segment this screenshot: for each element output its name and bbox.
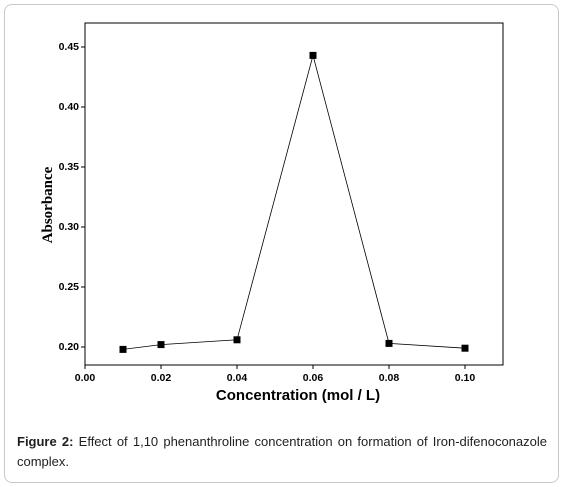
- data-point-marker: [461, 344, 469, 352]
- y-tick-label: 0.25: [59, 281, 80, 293]
- x-tick-label: 0.06: [303, 372, 324, 384]
- data-point-marker: [119, 345, 127, 353]
- x-tick-label: 0.04: [227, 372, 248, 384]
- caption-label: Figure 2:: [17, 434, 74, 449]
- data-point-marker: [309, 51, 317, 59]
- plot-area: [84, 22, 504, 366]
- y-axis-ticks: 0.20 0.25 0.30 0.35 0.40 0.45: [59, 41, 85, 353]
- x-axis-ticks: 0.00 0.02 0.04 0.06 0.08 0.10: [75, 365, 476, 384]
- x-tick-label: 0.10: [455, 372, 476, 384]
- y-axis-label: Absorbance: [40, 166, 56, 243]
- series-line: [122, 53, 466, 350]
- data-point-marker: [385, 339, 393, 347]
- x-tick-label: 0.02: [151, 372, 172, 384]
- data-markers: [119, 51, 469, 353]
- data-point-marker: [157, 341, 165, 349]
- caption-text: Effect of 1,10 phenanthroline concentrat…: [17, 434, 547, 469]
- y-tick-label: 0.30: [59, 221, 80, 233]
- y-tick-label: 0.35: [59, 161, 80, 173]
- figure-frame: [4, 4, 559, 483]
- x-tick-label: 0.08: [379, 372, 400, 384]
- absorbance-line-chart: 0.00 0.02 0.04 0.06 0.08 0.10 0.20 0.25 0.30 0.3…: [40, 22, 504, 404]
- y-tick-label: 0.40: [59, 101, 80, 113]
- y-tick-label: 0.20: [59, 341, 80, 353]
- data-point-marker: [233, 336, 241, 344]
- y-tick-label: 0.45: [59, 41, 80, 53]
- figure-caption: Figure 2: Effect of 1,10 phenanthroline …: [17, 432, 547, 472]
- x-axis-label: Concentration (mol / L): [216, 387, 380, 404]
- x-tick-label: 0.00: [75, 372, 96, 384]
